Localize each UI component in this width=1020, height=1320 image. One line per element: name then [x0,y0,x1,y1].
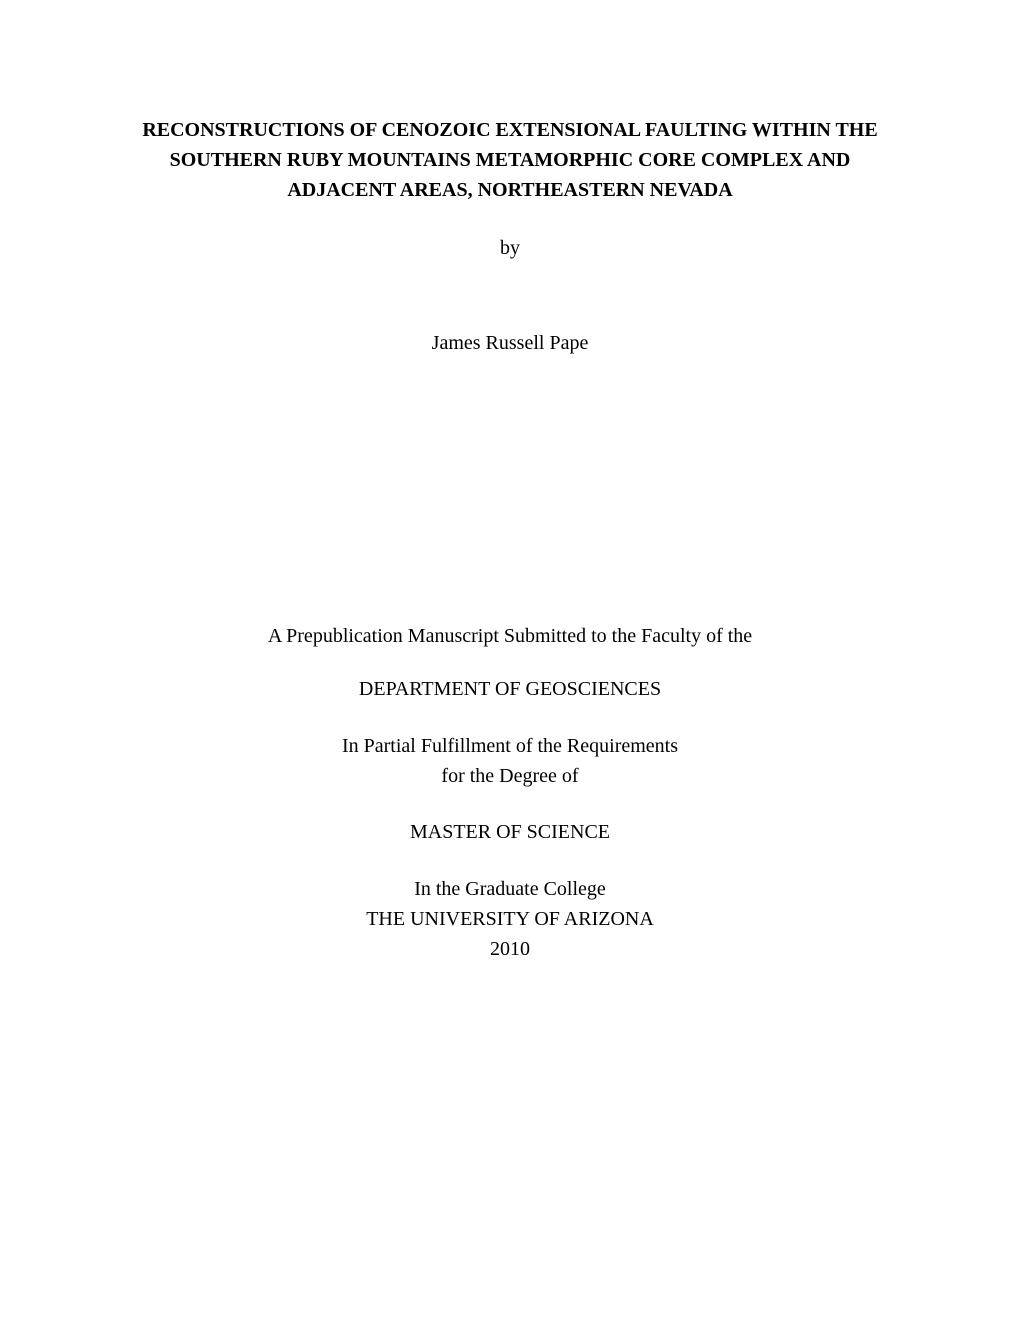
by-label: by [120,237,900,260]
degree-name: MASTER OF SCIENCE [120,821,900,844]
fulfillment-line-2: for the Degree of [120,761,900,791]
college-line-1: In the Graduate College [120,874,900,904]
department-name: DEPARTMENT OF GEOSCIENCES [120,678,900,701]
college-line-2: THE UNIVERSITY OF ARIZONA [120,904,900,934]
author-name: James Russell Pape [120,332,900,355]
title-page: RECONSTRUCTIONS OF CENOZOIC EXTENSIONAL … [120,115,900,964]
manuscript-statement: A Prepublication Manuscript Submitted to… [120,625,900,648]
title-line-3: ADJACENT AREAS, NORTHEASTERN NEVADA [120,175,900,205]
fulfillment-statement: In Partial Fulfillment of the Requiremen… [120,731,900,791]
year: 2010 [120,934,900,964]
fulfillment-line-1: In Partial Fulfillment of the Requiremen… [120,731,900,761]
thesis-title: RECONSTRUCTIONS OF CENOZOIC EXTENSIONAL … [120,115,900,205]
title-line-1: RECONSTRUCTIONS OF CENOZOIC EXTENSIONAL … [120,115,900,145]
title-line-2: SOUTHERN RUBY MOUNTAINS METAMORPHIC CORE… [120,145,900,175]
college-block: In the Graduate College THE UNIVERSITY O… [120,874,900,964]
